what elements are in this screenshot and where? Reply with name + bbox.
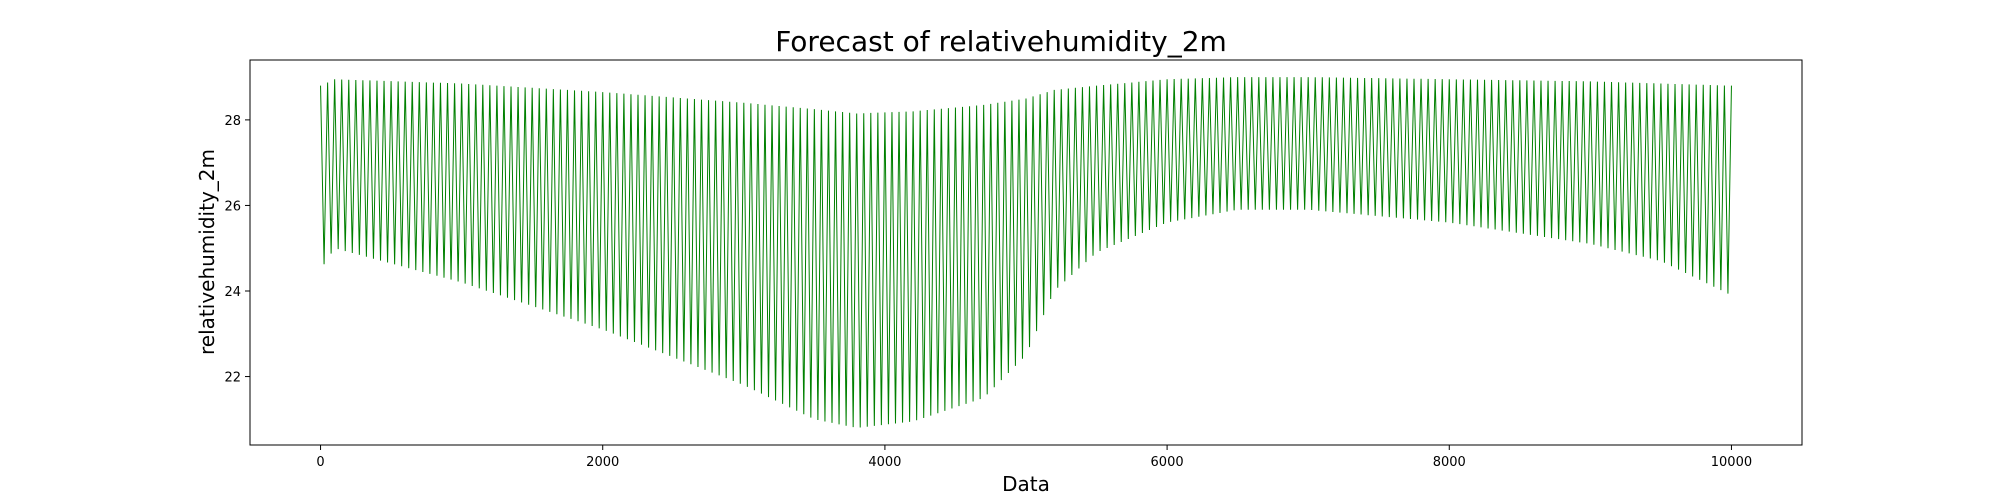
x-tick-label: 8000 [1433,455,1466,470]
plot-area [320,77,1732,428]
y-tick-label: 22 [224,371,241,386]
series-line-0 [320,77,1732,428]
x-axis: 0 2000 4000 6000 8000 10000 [316,445,1752,470]
y-tick-label: 26 [224,199,241,214]
y-axis-label: relativehumidity_2m [195,149,219,355]
x-tick-label: 0 [316,455,324,470]
y-tick-label: 28 [224,114,241,129]
chart-title: Forecast of relativehumidity_2m [775,25,1227,58]
x-axis-label: Data [1002,472,1050,496]
x-tick-label: 6000 [1151,455,1184,470]
y-tick-label: 24 [224,285,241,300]
x-tick-label: 2000 [586,455,619,470]
y-axis: 22 24 26 28 [224,114,250,386]
x-tick-label: 4000 [868,455,901,470]
x-tick-label: 10000 [1711,455,1752,470]
plot-frame [249,59,1803,446]
